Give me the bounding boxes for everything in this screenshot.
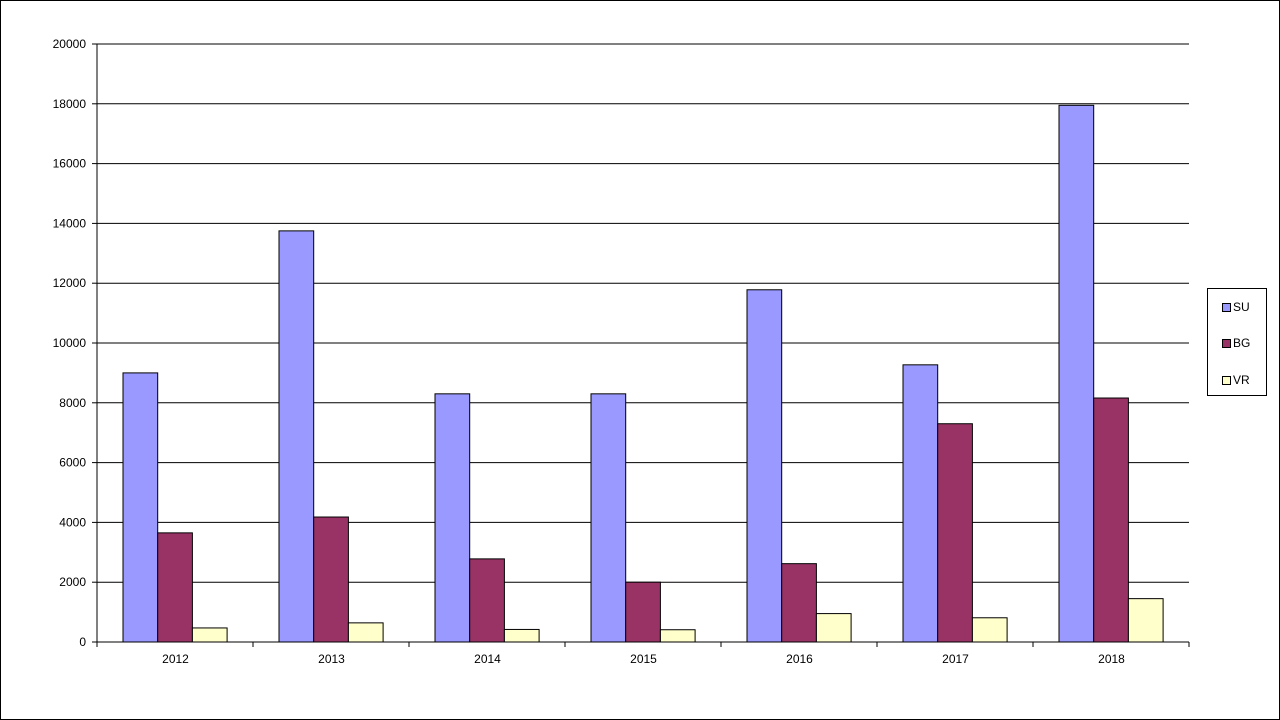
bar-vr (815, 613, 852, 643)
legend-label-su: SU (1233, 300, 1250, 314)
x-tick-label: 2015 (630, 652, 657, 666)
bar-bg (781, 563, 817, 643)
legend-swatch-su (1222, 302, 1231, 312)
bar-bg (313, 516, 349, 643)
bar-vr (347, 622, 384, 643)
bar-su (746, 289, 783, 643)
y-tick-label: 10000 (53, 336, 87, 350)
legend-swatch-vr (1222, 375, 1231, 385)
bar-bg (469, 558, 505, 643)
y-tick-label: 0 (79, 635, 86, 649)
legend: SU BG VR (1207, 288, 1267, 396)
bar-bg (625, 581, 661, 643)
y-tick-label: 18000 (53, 97, 87, 111)
x-tick-label: 2017 (942, 652, 969, 666)
y-tick-label: 8000 (59, 396, 86, 410)
bar-bg (157, 532, 193, 643)
y-tick-label: 12000 (53, 276, 87, 290)
x-tick-label: 2014 (474, 652, 501, 666)
x-tick-label: 2016 (786, 652, 813, 666)
legend-item-vr: VR (1222, 373, 1250, 387)
y-tick-label: 4000 (59, 515, 86, 529)
y-tick-label: 6000 (59, 456, 86, 470)
bar-su (278, 230, 315, 643)
legend-label-vr: VR (1233, 373, 1250, 387)
bar-vr (503, 628, 540, 643)
bar-bg (937, 423, 973, 643)
bar-su (1058, 104, 1095, 643)
bar-vr (971, 617, 1008, 643)
bar-bg (1093, 397, 1129, 643)
legend-item-bg: BG (1222, 336, 1250, 350)
x-tick-label: 2018 (1098, 652, 1125, 666)
y-tick-label: 14000 (53, 216, 87, 230)
bar-su (122, 372, 159, 643)
bar-vr (191, 627, 228, 643)
bar-vr (1127, 598, 1164, 643)
legend-item-su: SU (1222, 300, 1250, 314)
y-tick-label: 2000 (59, 575, 86, 589)
bar-su (902, 364, 939, 643)
x-tick-label: 2012 (162, 652, 189, 666)
bar-su (590, 393, 627, 643)
y-tick-label: 16000 (53, 157, 87, 171)
legend-swatch-bg (1222, 338, 1231, 348)
bar-vr (659, 629, 696, 643)
x-tick-label: 2013 (318, 652, 345, 666)
bar-su (434, 393, 471, 643)
legend-label-bg: BG (1233, 336, 1251, 350)
y-tick-label: 20000 (53, 37, 87, 51)
